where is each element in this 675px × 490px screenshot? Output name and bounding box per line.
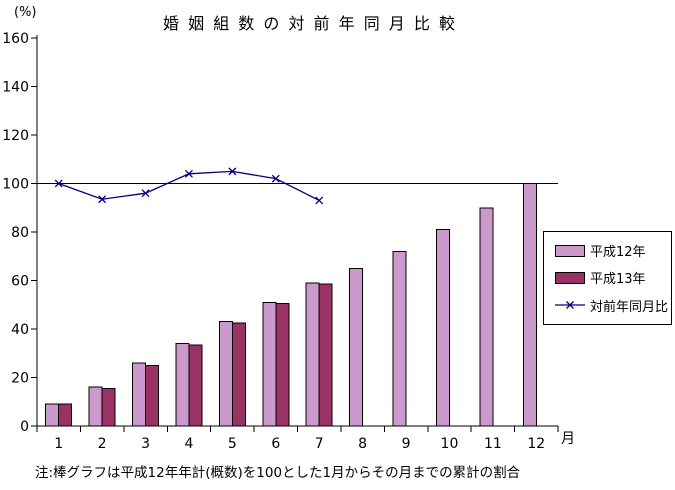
legend-item-h13: 平成13年	[555, 268, 669, 287]
bar-平成12年-month-8	[349, 267, 364, 427]
y-axis-tick-label: 100	[2, 177, 29, 193]
y-axis-tick-label: 80	[11, 225, 29, 241]
bar-平成13年-month-3	[145, 364, 160, 427]
bar-平成12年-month-5	[218, 321, 233, 427]
legend-item-h12: 平成12年	[555, 241, 669, 260]
x-axis-category-label: 4	[184, 436, 193, 452]
x-axis-category-label: 12	[527, 436, 545, 452]
h12-bar-swatch-icon	[555, 244, 585, 257]
y-axis-tick-label: 20	[11, 371, 29, 387]
bar-平成12年-month-4	[175, 343, 190, 427]
bar-平成12年-month-1	[45, 403, 60, 427]
x-axis-category-label: 9	[402, 436, 411, 452]
bar-平成13年-month-6	[275, 303, 290, 427]
x-marker-month-6	[271, 174, 280, 183]
x-marker-month-1	[54, 179, 63, 188]
footnote: 注:棒グラフは平成12年年計(概数)を100とした1月からその月までの累計の割合	[35, 465, 521, 481]
bar-平成13年-month-4	[188, 344, 203, 427]
x-axis-category-label: 11	[484, 436, 502, 452]
x-axis-category-label: 5	[228, 436, 237, 452]
y-axis-tick-label: 40	[11, 322, 29, 338]
x-marker-month-4	[184, 169, 193, 178]
bar-平成13年-month-2	[101, 387, 116, 427]
x-axis-category-label: 2	[98, 436, 107, 452]
y-axis-tick-label: 140	[2, 80, 29, 96]
x-axis-category-label: 6	[271, 436, 280, 452]
bar-平成12年-month-9	[392, 250, 407, 427]
yoy-line	[58, 170, 320, 202]
bar-平成12年-month-11	[479, 207, 494, 427]
bar-平成13年-month-1	[58, 403, 73, 427]
y-axis-tick-label: 160	[2, 31, 29, 47]
legend-box: 平成12年 平成13年 対前年同月比	[543, 231, 672, 325]
chart-title: 婚 姻 組 数 の 対 前 年 同 月 比 較	[163, 14, 457, 33]
legend-item-yoy: 対前年同月比	[555, 296, 669, 315]
y-axis-tick-label: 0	[20, 419, 29, 435]
bar-平成12年-month-2	[88, 386, 103, 427]
y-axis-tick-label: 60	[11, 274, 29, 290]
x-axis-category-label: 7	[315, 436, 324, 452]
bar-平成12年-month-12	[522, 183, 537, 427]
x-axis-unit-label: 月	[561, 431, 575, 447]
legend-label-h13: 平成13年	[590, 272, 646, 288]
x-axis-category-label: 8	[358, 436, 367, 452]
bar-平成12年-month-10	[435, 229, 450, 427]
x-marker-month-7	[315, 196, 324, 205]
h13-bar-swatch-icon	[555, 271, 585, 284]
legend-label-yoy: 対前年同月比	[590, 299, 669, 315]
x-axis-category-label: 10	[441, 436, 459, 452]
line-x-marker-icon	[555, 301, 585, 310]
x-axis-category-label: 1	[54, 436, 63, 452]
x-marker-month-5	[228, 167, 237, 176]
x-axis-category-label: 3	[141, 436, 150, 452]
x-marker-month-2	[98, 195, 107, 204]
x-marker-month-3	[141, 189, 150, 198]
y-axis-unit-label: (%)	[14, 5, 37, 20]
bar-平成13年-month-7	[318, 283, 333, 427]
bar-平成13年-month-5	[231, 322, 246, 427]
y-axis-tick-label: 120	[2, 128, 29, 144]
legend-label-h12: 平成12年	[590, 245, 646, 261]
bar-平成12年-month-6	[262, 301, 277, 427]
bar-平成12年-month-7	[305, 282, 320, 427]
bar-平成12年-month-3	[132, 362, 147, 427]
